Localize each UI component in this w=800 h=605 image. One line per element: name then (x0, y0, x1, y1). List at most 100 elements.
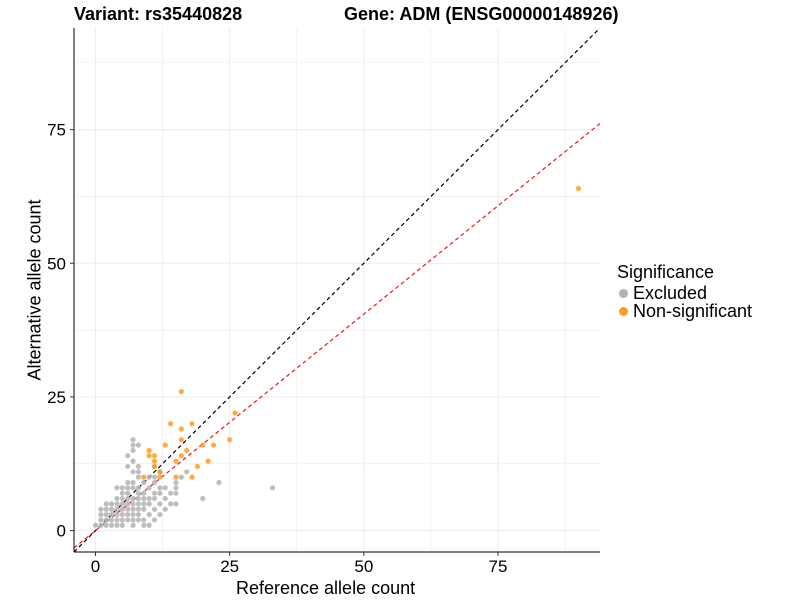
point-excluded (98, 506, 104, 512)
point-excluded (146, 501, 152, 507)
point-excluded (130, 501, 136, 507)
point-excluded (135, 463, 142, 470)
point-excluded (146, 485, 152, 491)
point-excluded (157, 501, 163, 507)
point-excluded (114, 506, 120, 512)
point-excluded (157, 490, 163, 496)
x-tick-label: 0 (91, 557, 100, 576)
point-excluded (151, 490, 158, 496)
point-excluded (114, 495, 120, 502)
point-excluded (151, 479, 158, 486)
point-excluded (119, 495, 125, 502)
point-non-significant (184, 447, 190, 454)
point-excluded (103, 522, 109, 528)
point-non-significant (173, 458, 179, 464)
point-excluded (141, 490, 147, 496)
legend: Significance Excluded Non-significant (617, 262, 753, 321)
point-excluded (141, 522, 147, 528)
point-excluded (119, 485, 125, 491)
point-excluded (141, 495, 147, 502)
y-tick-label: 50 (47, 254, 66, 273)
point-excluded (125, 490, 131, 496)
point-excluded (98, 522, 104, 528)
point-excluded (130, 442, 136, 448)
point-excluded (103, 501, 109, 507)
point-non-significant (141, 474, 147, 480)
point-non-significant (232, 410, 238, 416)
point-excluded (135, 495, 142, 502)
point-excluded (162, 485, 168, 491)
point-excluded (146, 495, 152, 502)
legend-item-non-significant: Non-significant (617, 300, 753, 321)
point-excluded (103, 506, 109, 512)
point-excluded (135, 469, 142, 475)
point-excluded (92, 522, 99, 528)
y-tick-label: 75 (47, 121, 66, 140)
grid-layer (74, 28, 600, 552)
legend-title: Significance (617, 262, 715, 282)
point-excluded (168, 501, 174, 507)
point-excluded (130, 511, 136, 518)
point-excluded (162, 495, 168, 502)
point-excluded (114, 485, 120, 491)
point-excluded (173, 501, 179, 507)
point-excluded (114, 511, 120, 518)
point-excluded (114, 522, 120, 528)
x-axis-label: Reference allele count (236, 578, 416, 598)
point-excluded (125, 463, 131, 470)
y-tick-label: 25 (47, 388, 66, 407)
y-tick-label: 0 (57, 522, 66, 541)
point-excluded (125, 479, 131, 486)
point-excluded (103, 517, 109, 523)
axes: 0 25 50 75 0 25 50 75 (47, 28, 600, 576)
point-excluded (135, 485, 142, 491)
point-non-significant (157, 474, 163, 480)
point-excluded (130, 437, 136, 443)
point-excluded (157, 511, 163, 518)
point-excluded (130, 479, 136, 486)
identity-line (74, 28, 600, 552)
point-excluded (130, 522, 136, 528)
legend-label-non-significant: Non-significant (633, 300, 753, 321)
point-non-significant (173, 474, 179, 480)
point-excluded (135, 442, 142, 448)
point-excluded (130, 506, 136, 512)
point-excluded (130, 458, 136, 464)
legend-dot-non-significant (619, 306, 628, 316)
point-excluded (151, 506, 158, 512)
point-non-significant (146, 447, 152, 454)
point-excluded (119, 506, 125, 512)
point-excluded (125, 506, 131, 512)
x-tick-label: 25 (220, 557, 239, 576)
point-excluded (98, 517, 104, 523)
point-non-significant (168, 421, 174, 427)
point-excluded (184, 469, 190, 475)
point-excluded (125, 485, 131, 491)
point-excluded (119, 490, 125, 496)
point-excluded (125, 453, 131, 459)
point-excluded (141, 479, 147, 486)
point-excluded (108, 522, 115, 528)
point-non-significant (151, 463, 158, 470)
point-excluded (173, 485, 179, 491)
point-excluded (103, 511, 109, 518)
point-excluded (151, 474, 158, 480)
point-excluded (130, 447, 136, 454)
y-axis-label: Alternative allele count (24, 199, 45, 381)
point-non-significant (178, 453, 184, 459)
point-non-significant (210, 442, 217, 448)
point-excluded (125, 517, 131, 523)
point-non-significant (189, 474, 195, 480)
point-non-significant (151, 458, 158, 464)
data-points (92, 185, 582, 528)
point-excluded (108, 506, 115, 512)
legend-label-excluded: Excluded (633, 282, 708, 303)
point-excluded (178, 474, 184, 480)
point-excluded (114, 517, 120, 523)
point-excluded (135, 490, 142, 496)
point-excluded (125, 501, 131, 507)
point-excluded (119, 517, 125, 523)
point-excluded (130, 517, 136, 523)
